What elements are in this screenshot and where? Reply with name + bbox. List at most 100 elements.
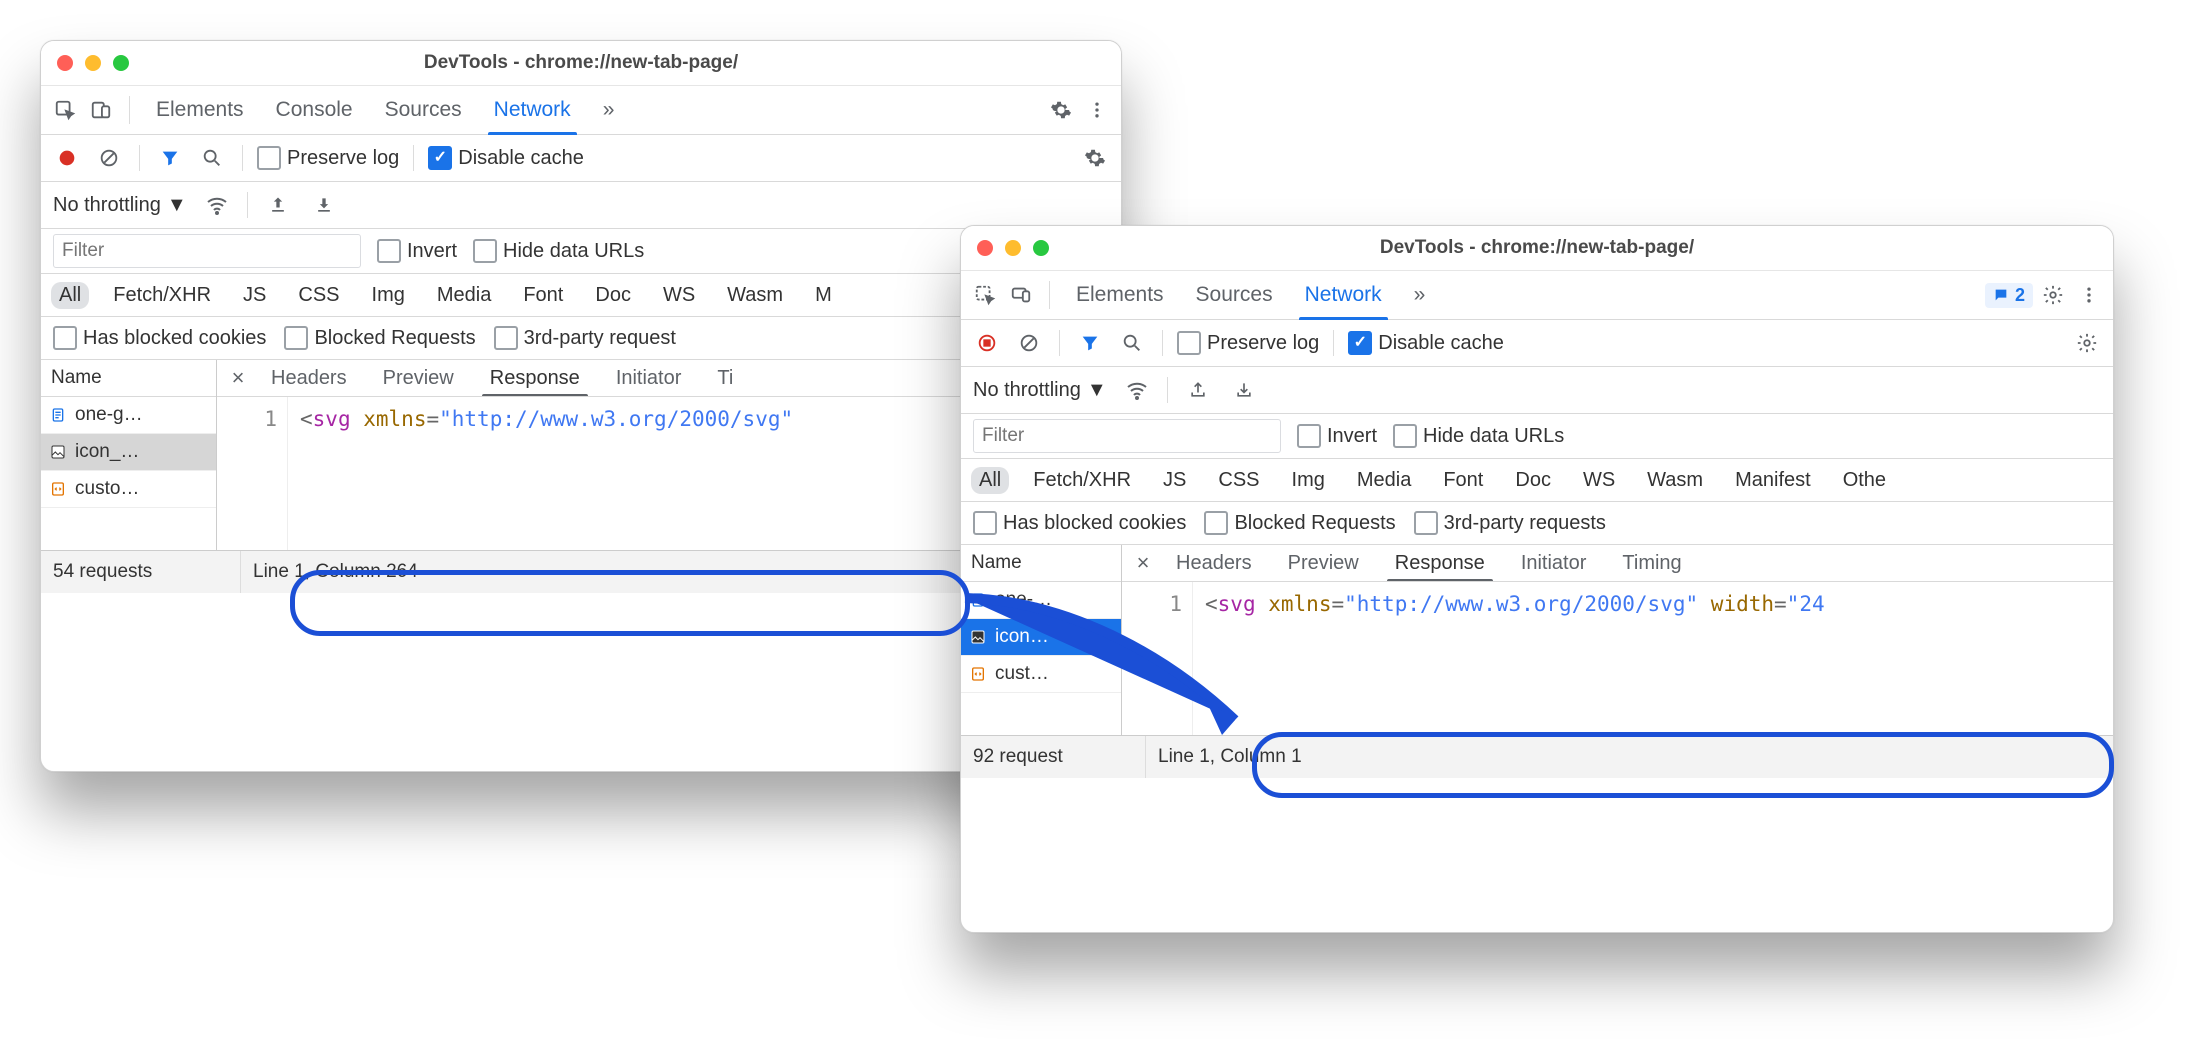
type-img[interactable]: Img: [1284, 467, 1333, 494]
tab-elements[interactable]: Elements: [1062, 271, 1178, 319]
request-item[interactable]: icon_…: [41, 434, 216, 471]
type-font[interactable]: Font: [515, 282, 571, 309]
type-doc[interactable]: Doc: [587, 282, 639, 309]
issues-badge[interactable]: 2: [1985, 283, 2033, 308]
close-icon[interactable]: [57, 55, 73, 71]
type-img[interactable]: Img: [364, 282, 413, 309]
type-media[interactable]: Media: [429, 282, 499, 309]
type-doc[interactable]: Doc: [1507, 467, 1559, 494]
type-ws[interactable]: WS: [1575, 467, 1623, 494]
type-font[interactable]: Font: [1435, 467, 1491, 494]
record-icon[interactable]: [51, 142, 83, 174]
kebab-icon[interactable]: [2073, 279, 2105, 311]
detail-tab-response[interactable]: Response: [1377, 545, 1503, 581]
invert-checkbox[interactable]: Invert: [377, 239, 457, 263]
type-css[interactable]: CSS: [1210, 467, 1267, 494]
network-settings-icon[interactable]: [2071, 327, 2103, 359]
close-detail-icon[interactable]: ×: [223, 365, 253, 391]
type-ws[interactable]: WS: [655, 282, 703, 309]
has-blocked-cookies-checkbox[interactable]: Has blocked cookies: [53, 326, 266, 350]
type-js[interactable]: JS: [1155, 467, 1194, 494]
invert-checkbox[interactable]: Invert: [1297, 424, 1377, 448]
traffic-lights[interactable]: [57, 55, 129, 71]
device-toggle-icon[interactable]: [1005, 279, 1037, 311]
close-detail-icon[interactable]: ×: [1128, 550, 1158, 576]
tab-elements[interactable]: Elements: [142, 86, 258, 134]
type-more[interactable]: M: [807, 282, 840, 309]
upload-icon[interactable]: [1182, 374, 1214, 406]
tab-sources[interactable]: Sources: [1182, 271, 1287, 319]
type-js[interactable]: JS: [235, 282, 274, 309]
request-item[interactable]: icon…: [961, 619, 1121, 656]
response-code[interactable]: 1 <svg xmlns="http://www.w3.org/2000/svg…: [1122, 582, 2113, 735]
request-item[interactable]: cust…: [961, 656, 1121, 693]
network-settings-icon[interactable]: [1079, 142, 1111, 174]
filter-icon[interactable]: [154, 142, 186, 174]
minimize-icon[interactable]: [1005, 240, 1021, 256]
detail-tab-initiator[interactable]: Initiator: [598, 360, 700, 396]
has-blocked-cookies-checkbox[interactable]: Has blocked cookies: [973, 511, 1186, 535]
detail-tab-headers[interactable]: Headers: [253, 360, 365, 396]
clear-icon[interactable]: [93, 142, 125, 174]
disable-cache-checkbox[interactable]: Disable cache: [428, 146, 584, 170]
wifi-icon[interactable]: [201, 189, 233, 221]
close-icon[interactable]: [977, 240, 993, 256]
inspect-icon[interactable]: [969, 279, 1001, 311]
device-toggle-icon[interactable]: [85, 94, 117, 126]
inspect-icon[interactable]: [49, 94, 81, 126]
tab-sources[interactable]: Sources: [371, 86, 476, 134]
tabs-overflow-icon[interactable]: »: [1400, 271, 1440, 319]
type-css[interactable]: CSS: [290, 282, 347, 309]
filter-input[interactable]: [973, 419, 1281, 453]
detail-tab-initiator[interactable]: Initiator: [1503, 545, 1605, 581]
tab-network[interactable]: Network: [480, 86, 585, 134]
type-all[interactable]: All: [51, 282, 89, 309]
wifi-icon[interactable]: [1121, 374, 1153, 406]
third-party-requests-checkbox[interactable]: 3rd-party request: [494, 326, 676, 350]
tab-console[interactable]: Console: [262, 86, 367, 134]
detail-tab-timing[interactable]: Ti: [699, 360, 751, 396]
throttling-select[interactable]: No throttling ▼: [53, 194, 187, 217]
record-icon[interactable]: [971, 327, 1003, 359]
hide-data-urls-checkbox[interactable]: Hide data URLs: [473, 239, 644, 263]
type-wasm[interactable]: Wasm: [1639, 467, 1711, 494]
download-icon[interactable]: [1228, 374, 1260, 406]
upload-icon[interactable]: [262, 189, 294, 221]
request-item[interactable]: custo…: [41, 471, 216, 508]
request-item[interactable]: one-g…: [41, 397, 216, 434]
detail-tab-response[interactable]: Response: [472, 360, 598, 396]
preserve-log-checkbox[interactable]: Preserve log: [1177, 331, 1319, 355]
gear-icon[interactable]: [2037, 279, 2069, 311]
type-wasm[interactable]: Wasm: [719, 282, 791, 309]
gear-icon[interactable]: [1045, 94, 1077, 126]
kebab-icon[interactable]: [1081, 94, 1113, 126]
minimize-icon[interactable]: [85, 55, 101, 71]
type-media[interactable]: Media: [1349, 467, 1419, 494]
download-icon[interactable]: [308, 189, 340, 221]
blocked-requests-checkbox[interactable]: Blocked Requests: [284, 326, 475, 350]
hide-data-urls-checkbox[interactable]: Hide data URLs: [1393, 424, 1564, 448]
type-fetch[interactable]: Fetch/XHR: [105, 282, 219, 309]
tabs-overflow-icon[interactable]: »: [589, 86, 629, 134]
filter-icon[interactable]: [1074, 327, 1106, 359]
request-item[interactable]: one-…: [961, 582, 1121, 619]
search-icon[interactable]: [1116, 327, 1148, 359]
tab-network[interactable]: Network: [1291, 271, 1396, 319]
clear-icon[interactable]: [1013, 327, 1045, 359]
third-party-requests-checkbox[interactable]: 3rd-party requests: [1414, 511, 1606, 535]
type-manifest[interactable]: Manifest: [1727, 467, 1819, 494]
detail-tab-headers[interactable]: Headers: [1158, 545, 1270, 581]
throttling-select[interactable]: No throttling ▼: [973, 379, 1107, 402]
detail-tab-preview[interactable]: Preview: [365, 360, 472, 396]
search-icon[interactable]: [196, 142, 228, 174]
maximize-icon[interactable]: [113, 55, 129, 71]
disable-cache-checkbox[interactable]: Disable cache: [1348, 331, 1504, 355]
type-other[interactable]: Othe: [1835, 467, 1894, 494]
blocked-requests-checkbox[interactable]: Blocked Requests: [1204, 511, 1395, 535]
detail-tab-timing[interactable]: Timing: [1604, 545, 1699, 581]
filter-input[interactable]: [53, 234, 361, 268]
maximize-icon[interactable]: [1033, 240, 1049, 256]
detail-tab-preview[interactable]: Preview: [1270, 545, 1377, 581]
preserve-log-checkbox[interactable]: Preserve log: [257, 146, 399, 170]
type-fetch[interactable]: Fetch/XHR: [1025, 467, 1139, 494]
